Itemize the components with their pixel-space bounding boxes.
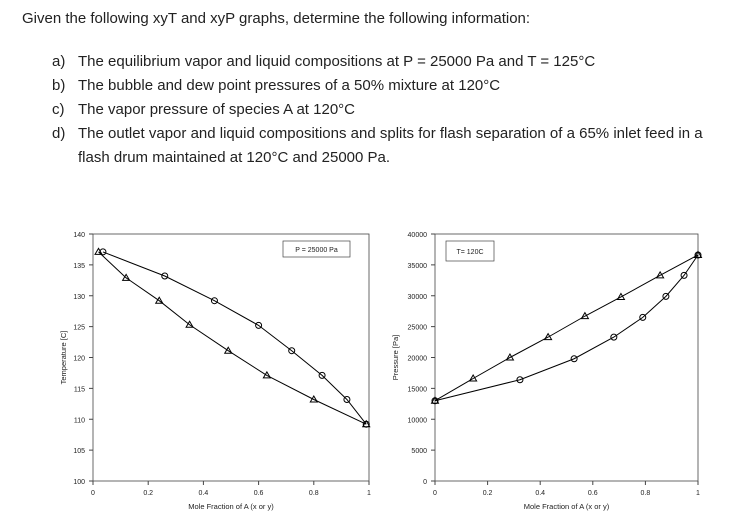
- point: [94, 247, 103, 255]
- x-tick-label: 1: [696, 490, 700, 497]
- x-tick-label: 0.2: [143, 490, 153, 497]
- item: b) The bubble and dew point pressures of …: [52, 74, 732, 98]
- point: [662, 292, 670, 300]
- x-tick-label: 0.8: [641, 490, 651, 497]
- y-tick-label: 125: [73, 325, 85, 332]
- point: [431, 397, 439, 405]
- y-tick-label: 30000: [408, 294, 428, 301]
- item-label: c): [52, 101, 65, 118]
- y-tick-label: 35000: [408, 263, 428, 270]
- item-text: The bubble and dew point pressures of a …: [78, 77, 501, 94]
- y-tick-label: 120: [73, 356, 85, 363]
- x-tick-label: 1: [367, 490, 371, 497]
- item-label: b): [52, 77, 66, 94]
- y-tick-label: 110: [74, 417, 85, 424]
- y-tick-label: 0: [423, 479, 427, 486]
- y-axis-label: Temperature [C]: [59, 331, 68, 385]
- x-tick-label: 0.4: [199, 490, 209, 497]
- item-label: a): [52, 53, 66, 70]
- x-tick-label: 0.4: [535, 490, 545, 497]
- y-tick-label: 140: [73, 232, 85, 239]
- point: [580, 311, 590, 320]
- x-axis-label: Mole Fraction of A (x or y): [524, 502, 610, 511]
- y-tick-label: 105: [73, 448, 85, 455]
- x-tick-label: 0: [433, 490, 437, 497]
- x-tick-label: 0.2: [483, 490, 493, 497]
- item-text: The equilibrium vapor and liquid composi…: [78, 53, 596, 70]
- item: a) The equilibrium vapor and liquid compo…: [52, 50, 732, 74]
- y-tick-label: 20000: [408, 356, 428, 363]
- x-tick-label: 0.6: [588, 490, 598, 497]
- point: [468, 374, 478, 382]
- point: [288, 347, 296, 355]
- point: [154, 296, 164, 304]
- point: [516, 376, 524, 384]
- x-tick-label: 0.6: [254, 490, 264, 497]
- x-axis-label: Mole Fraction of A (x or y): [188, 502, 274, 511]
- point: [121, 273, 131, 281]
- item: d) The outlet vapor and liquid compositio…: [52, 122, 732, 170]
- x-tick-label: 0: [91, 490, 95, 497]
- intro: Given the following xyT and xyP graphs, …: [22, 10, 531, 27]
- y-tick-label: 40000: [408, 232, 428, 239]
- annotation: P = 25000 Pa: [295, 247, 338, 254]
- series-line: [434, 254, 699, 402]
- point: [161, 272, 169, 280]
- point: [639, 313, 647, 321]
- annotation: T= 120C: [456, 249, 483, 256]
- y-tick-label: 15000: [408, 386, 428, 393]
- series-line: [98, 251, 367, 425]
- y-tick-label: 100: [73, 479, 85, 486]
- item-text: The vapor pressure of species A at 120°C: [78, 101, 355, 118]
- annotation-box: [282, 240, 351, 258]
- y-tick-label: 5000: [411, 448, 427, 455]
- point: [616, 292, 626, 300]
- y-tick-label: 115: [74, 386, 85, 393]
- series-line: [434, 254, 699, 402]
- item-text: The outlet vapor and liquid compositions…: [78, 125, 703, 166]
- annotation-box: [445, 240, 495, 262]
- point: [655, 270, 665, 279]
- point: [318, 371, 326, 379]
- item: c) The vapor pressure of species A at 120…: [52, 98, 732, 122]
- point: [309, 394, 319, 403]
- y-tick-label: 25000: [408, 325, 428, 332]
- point: [255, 321, 263, 329]
- point: [505, 353, 515, 361]
- point: [99, 248, 107, 256]
- point: [680, 271, 688, 279]
- y-axis-label: Pressure [Pa]: [391, 335, 400, 380]
- point: [343, 395, 351, 403]
- x-tick-label: 0.8: [309, 490, 319, 497]
- item-label: d): [52, 125, 66, 142]
- y-tick-label: 10000: [408, 417, 428, 424]
- point: [610, 333, 618, 341]
- point: [223, 346, 233, 354]
- point: [694, 251, 702, 259]
- series-line: [102, 251, 367, 425]
- point: [570, 355, 578, 363]
- point: [210, 297, 218, 305]
- point: [543, 332, 553, 341]
- y-tick-label: 135: [73, 263, 85, 270]
- point: [185, 320, 194, 328]
- point: [361, 419, 371, 428]
- y-tick-label: 130: [73, 294, 85, 301]
- plot-frame: [92, 233, 370, 482]
- point: [262, 370, 272, 379]
- plot-frame: [434, 233, 699, 482]
